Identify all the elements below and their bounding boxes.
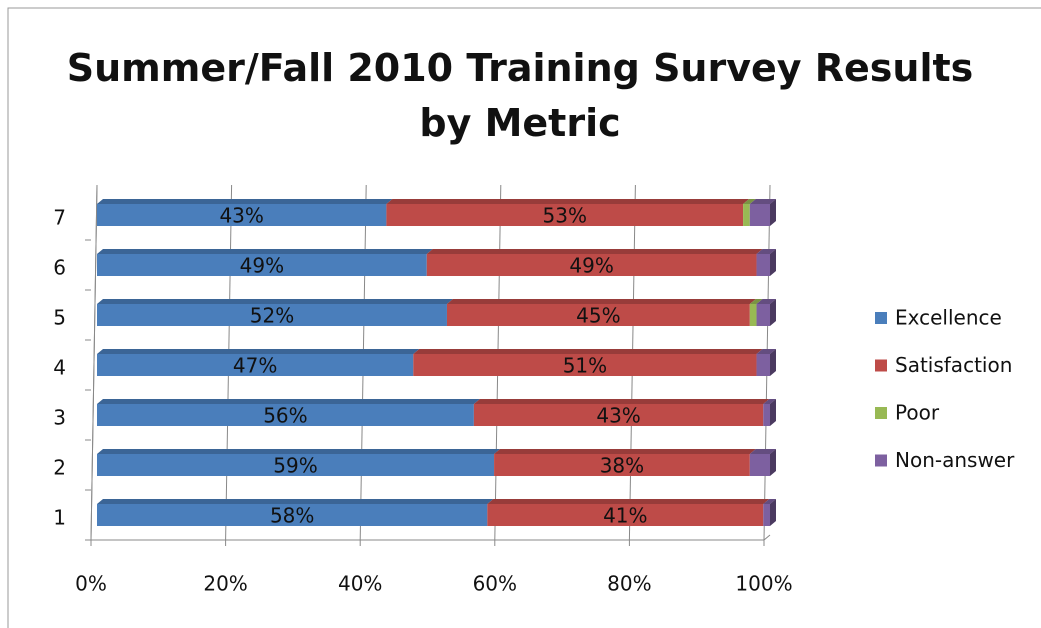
bar-top — [446, 299, 756, 304]
bar-top — [743, 199, 756, 204]
bar-top — [487, 499, 770, 504]
data-label: 41% — [603, 504, 647, 528]
bar — [426, 254, 757, 276]
bar — [763, 504, 770, 526]
bar-top — [763, 499, 776, 504]
bar — [749, 304, 757, 326]
bar — [97, 454, 495, 476]
bar — [494, 454, 750, 476]
bar-side — [770, 199, 776, 226]
bar-top — [426, 249, 763, 254]
bar-top — [97, 199, 393, 204]
bar-top — [756, 299, 776, 304]
bar — [743, 204, 750, 226]
bar-top — [386, 199, 750, 204]
bar-top — [97, 399, 480, 404]
bar — [413, 354, 757, 376]
x-tick-label: 60% — [473, 572, 517, 596]
bar-side — [770, 499, 776, 526]
bar-side — [770, 249, 776, 276]
bar — [97, 404, 474, 426]
bar-top — [473, 399, 770, 404]
bar-top — [97, 249, 433, 254]
data-label: 53% — [543, 204, 587, 228]
y-tick-label: 3 — [53, 406, 66, 430]
bar — [97, 204, 387, 226]
y-tick-label: 2 — [53, 456, 66, 480]
bar — [97, 254, 427, 276]
bar-top — [494, 449, 756, 454]
x-tick-label: 0% — [75, 572, 107, 596]
bar — [97, 354, 414, 376]
legend-swatch — [875, 359, 887, 372]
y-tick-label: 4 — [53, 356, 66, 380]
y-tick-label: 7 — [53, 206, 66, 230]
bar — [756, 254, 770, 276]
y-tick-label: 6 — [53, 256, 66, 280]
bar-top — [749, 449, 776, 454]
legend-swatch — [875, 407, 887, 419]
legend-label: Non-answer — [895, 448, 1015, 472]
data-label: 49% — [569, 254, 613, 278]
legend-label: Satisfaction — [895, 353, 1012, 377]
bar — [446, 304, 750, 326]
data-label: 58% — [270, 504, 314, 528]
bar-top — [97, 349, 420, 354]
bar — [756, 304, 770, 326]
data-label: 38% — [600, 454, 644, 478]
bar-side — [770, 399, 776, 426]
chart-frame — [7, 7, 1041, 628]
data-label: 56% — [263, 404, 307, 428]
bar-top — [749, 199, 776, 204]
data-label: 51% — [563, 354, 607, 378]
data-label: 47% — [233, 354, 277, 378]
legend-swatch — [875, 312, 887, 324]
x-tick-label: 100% — [735, 572, 792, 596]
bar — [487, 504, 764, 526]
data-label: 45% — [576, 304, 620, 328]
bar-top — [756, 349, 776, 354]
x-tick-label: 20% — [203, 572, 247, 596]
bar-side — [770, 349, 776, 376]
chart-title: Summer/Fall 2010 Training Survey Results… — [67, 46, 974, 145]
y-tick-label: 5 — [53, 306, 66, 330]
bar — [386, 204, 744, 226]
data-label: 43% — [596, 404, 640, 428]
data-label: 43% — [219, 204, 263, 228]
data-label: 52% — [250, 304, 294, 328]
bar — [749, 454, 770, 476]
legend-swatch — [875, 454, 887, 467]
grid-line — [90, 184, 98, 541]
bar-top — [749, 299, 763, 304]
bar-top — [756, 249, 776, 254]
data-label: 59% — [273, 454, 317, 478]
bar-top — [97, 449, 501, 454]
bar — [763, 404, 770, 426]
bar-top — [413, 349, 763, 354]
x-tick-label: 40% — [338, 572, 382, 596]
y-tick-label: 1 — [53, 506, 66, 530]
bar-top — [97, 299, 453, 304]
legend-label: Poor — [895, 401, 940, 425]
bar — [97, 304, 447, 326]
bar-side — [770, 299, 776, 326]
bar-side — [770, 449, 776, 476]
bar — [756, 354, 770, 376]
legend-label: Excellence — [895, 306, 1002, 330]
bar — [473, 404, 764, 426]
bar — [749, 204, 770, 226]
bar — [97, 504, 488, 526]
bar-top — [97, 499, 494, 504]
bar-top — [763, 399, 776, 404]
x-tick-label: 80% — [607, 572, 651, 596]
data-label: 49% — [240, 254, 284, 278]
